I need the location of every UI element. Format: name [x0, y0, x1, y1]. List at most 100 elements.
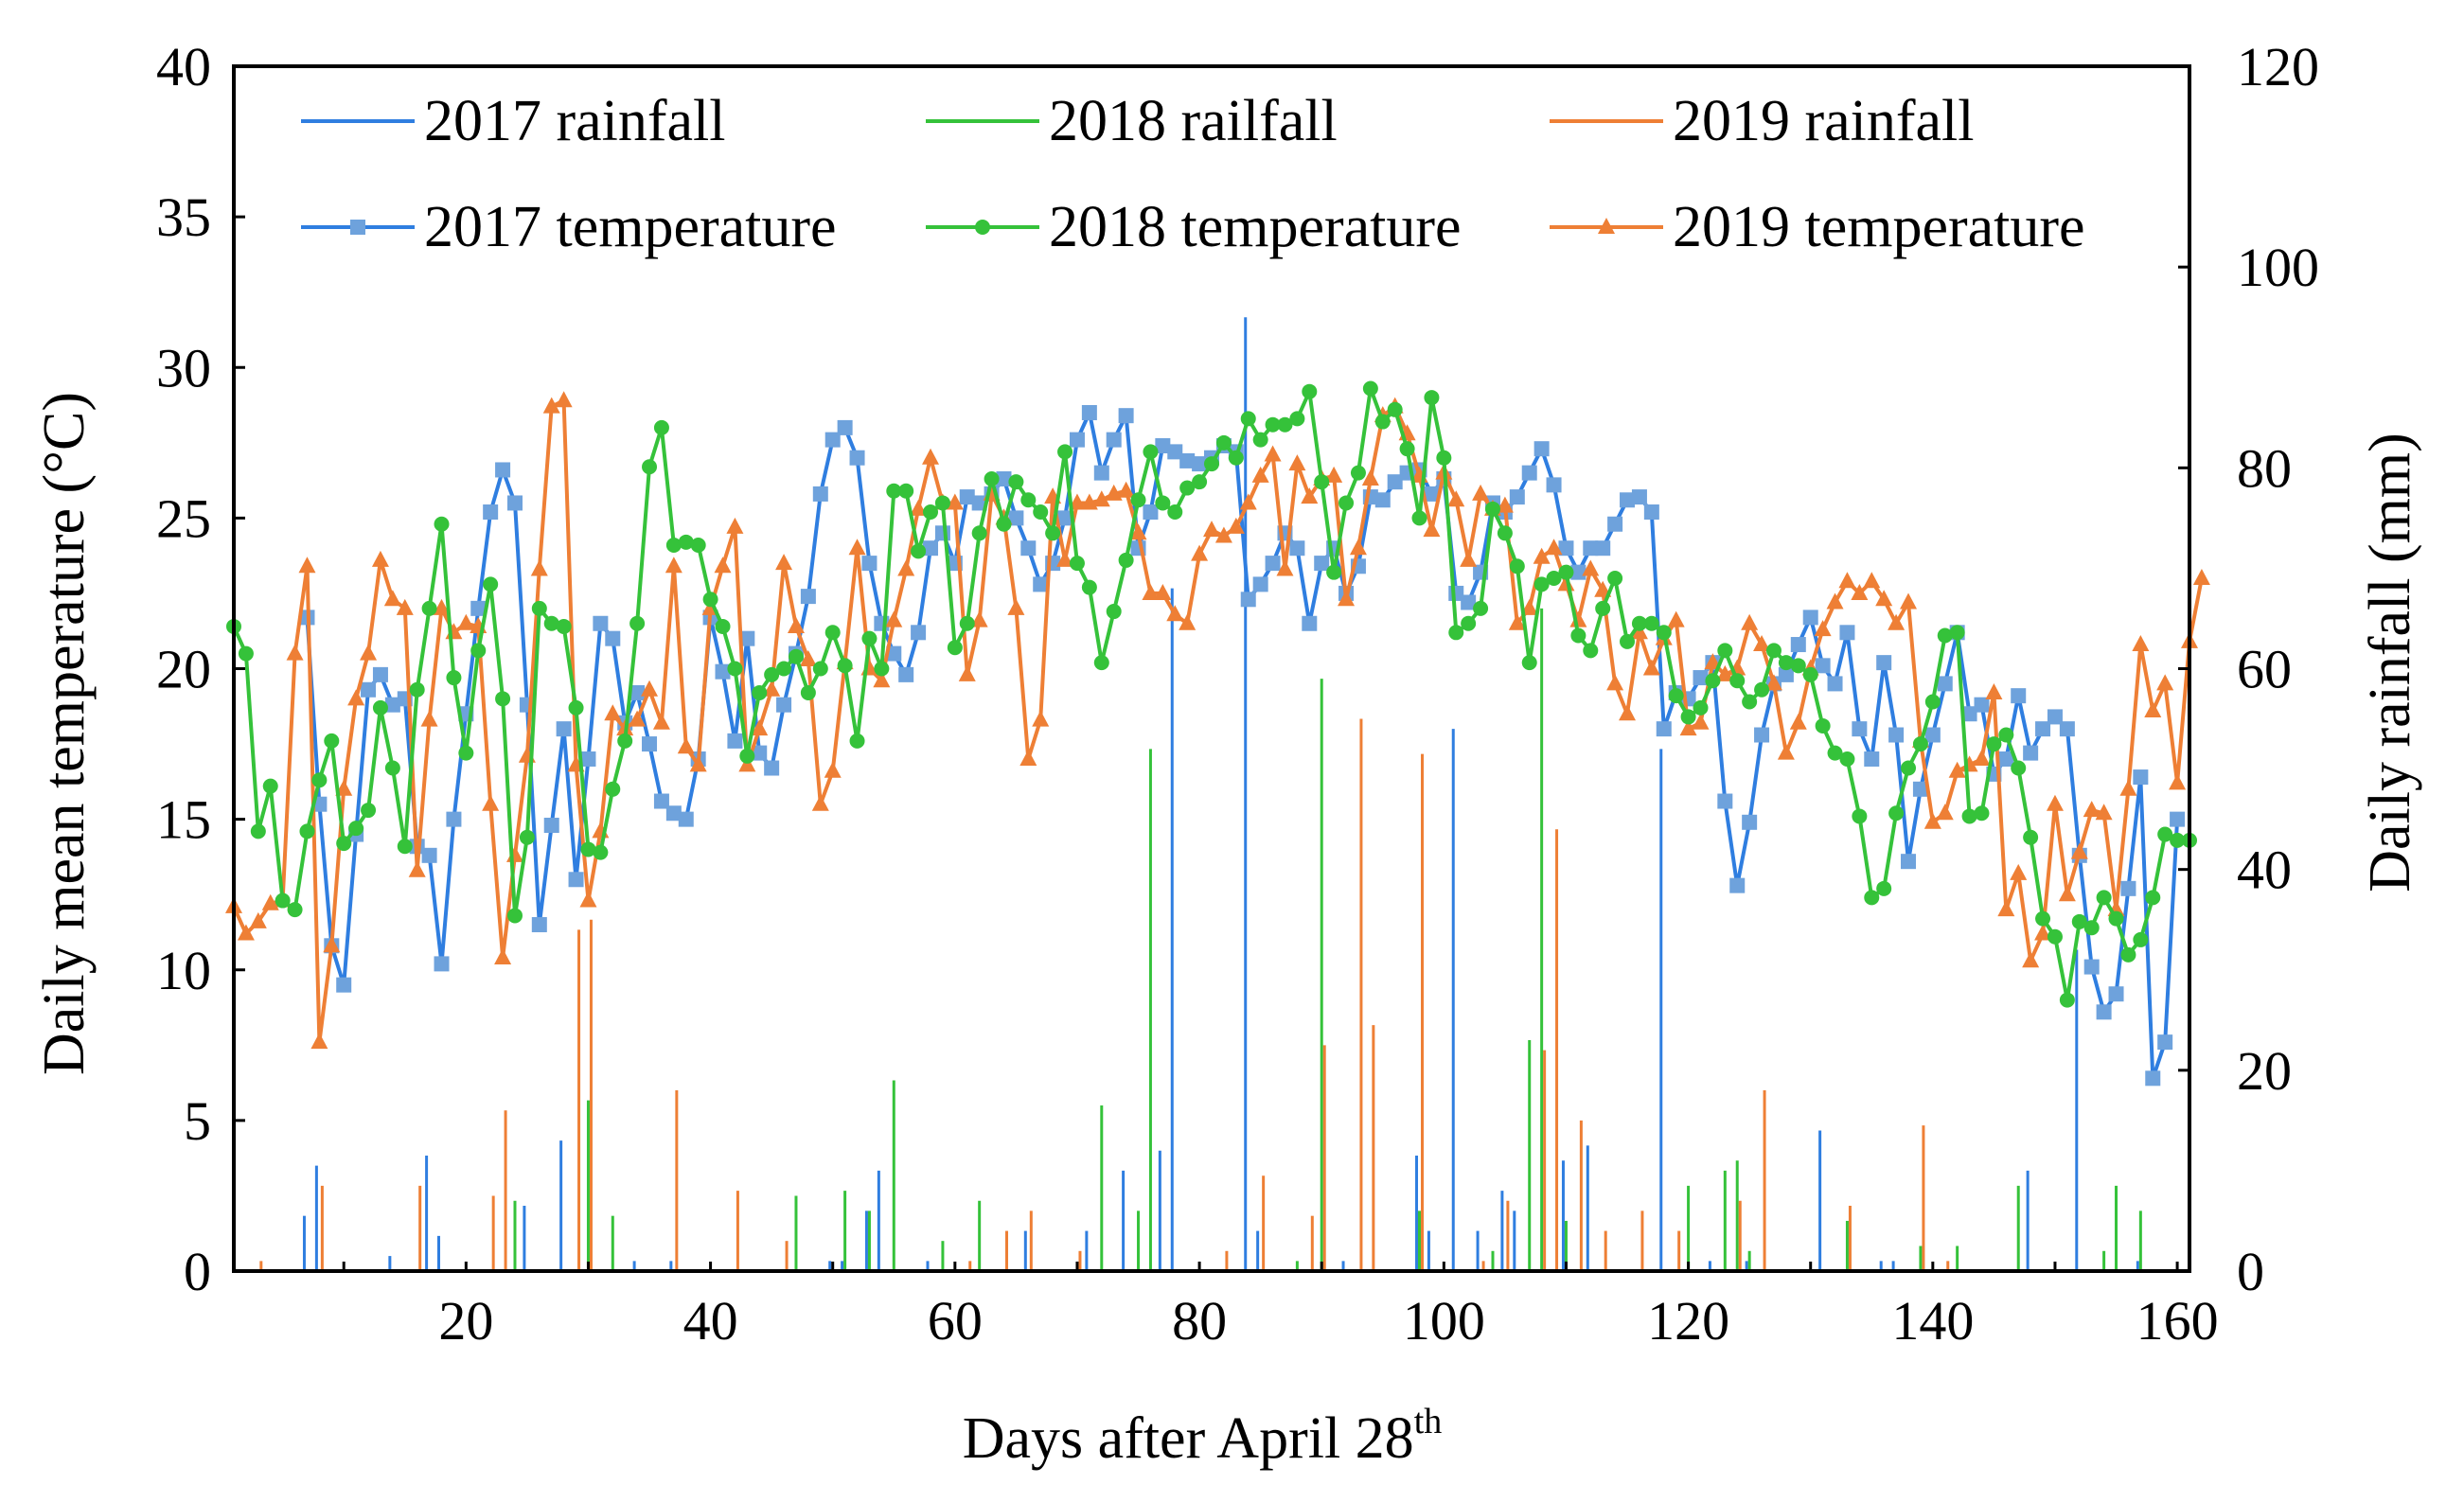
temperature-point-2017-78	[1252, 576, 1268, 592]
temperature-point-2017-28	[642, 736, 658, 752]
temperature-point-2019-79	[1191, 544, 1209, 561]
left-y-tick-label-40: 40	[156, 36, 211, 97]
x-axis: 20 40 60 80 100 120 140 160	[342, 1262, 2219, 1352]
temperature-point-2018-8	[324, 733, 340, 749]
temperature-point-2018-22	[495, 691, 511, 707]
temperature-point-2019-139	[1923, 812, 1941, 829]
temperature-point-2017-12	[446, 811, 462, 827]
temperature-point-2019-29	[579, 891, 597, 908]
temperature-point-2017-149	[2120, 880, 2136, 896]
temperature-point-2018-130	[1815, 717, 1831, 733]
temperature-point-2017-118	[1742, 814, 1758, 830]
temperature-point-2019-133	[1851, 583, 1869, 600]
temperature-point-2018-112	[1595, 600, 1611, 616]
temperature-point-2019-13	[383, 590, 401, 607]
temperature-point-2017-70	[1155, 437, 1171, 453]
temperature-point-2018-13	[384, 760, 400, 776]
temperature-point-2019-40	[714, 557, 732, 574]
temperature-point-2018-47	[800, 684, 816, 700]
temperature-point-2018-81	[1215, 434, 1232, 451]
temperature-point-2018-89	[1314, 474, 1330, 490]
temperature-point-2017-29	[653, 793, 669, 809]
temperature-point-2018-125	[1754, 681, 1770, 698]
temperature-point-2019-102	[1472, 484, 1490, 501]
temperature-point-2017-111	[1656, 721, 1672, 737]
temperature-point-2019-105	[1508, 613, 1526, 630]
temperature-point-2018-32	[617, 733, 633, 749]
temperature-point-2017-14	[470, 600, 487, 616]
temperature-point-2017-55	[971, 495, 987, 511]
temperature-point-2018-103	[1484, 501, 1500, 517]
temperature-point-2018-113	[1607, 571, 1623, 587]
temperature-point-2019-144	[1985, 682, 2003, 699]
temperature-point-2018-65	[1020, 492, 1037, 508]
temperature-point-2018-38	[690, 538, 706, 554]
temperature-point-2017-49	[898, 666, 914, 682]
temperature-point-2019-143	[1973, 749, 1991, 766]
temperature-point-2018-135	[1876, 880, 1892, 896]
temperature-point-2017-35	[727, 733, 743, 749]
temperature-point-2018-76	[1155, 495, 1171, 511]
temperature-point-2018-7	[311, 772, 328, 788]
temperature-point-2018-138	[1912, 736, 1928, 752]
temperature-point-2018-56	[911, 543, 927, 559]
temperature-point-2017-133	[1924, 727, 1941, 743]
temperature-point-2018-88	[1302, 383, 1318, 399]
temperature-point-2019-158	[2156, 674, 2174, 691]
temperature-point-2019-54	[885, 610, 903, 627]
temperature-point-2018-136	[1888, 805, 1905, 822]
temperature-point-2019-126	[1764, 674, 1782, 691]
temperature-point-2017-71	[1167, 444, 1183, 460]
temperature-point-2017-41	[800, 589, 816, 605]
temperature-point-2019-12	[371, 550, 389, 567]
temperature-point-2019-14	[396, 598, 414, 615]
legend-2017-temperature-marker	[350, 220, 365, 235]
temperature-point-2017-15	[483, 504, 499, 521]
temperature-point-2019-49	[824, 761, 842, 778]
temperature-point-2018-84	[1252, 432, 1268, 448]
temperature-point-2018-100	[1448, 625, 1464, 641]
temperature-point-2017-82	[1302, 615, 1318, 631]
temperature-point-2018-83	[1240, 411, 1256, 427]
temperature-point-2018-57	[923, 504, 939, 521]
temperature-point-2019-45	[775, 554, 793, 571]
temperature-point-2017-89	[1387, 474, 1403, 490]
temperature-point-2017-6	[372, 666, 388, 682]
temperature-point-2019-71	[1092, 490, 1110, 507]
temperature-point-2017-146	[2083, 959, 2100, 975]
temperature-point-2017-119	[1754, 727, 1770, 743]
temperature-point-2018-118	[1668, 688, 1684, 704]
temperature-point-2019-122	[1716, 664, 1734, 681]
temperature-point-2017-134	[1937, 676, 1953, 692]
left-y-tick-label-20: 20	[156, 639, 211, 700]
temperature-point-2017-72	[1179, 452, 1196, 468]
temperature-point-2017-45	[849, 450, 865, 466]
temperature-point-2018-132	[1839, 751, 1855, 767]
temperature-point-2017-60	[1033, 576, 1049, 592]
temperature-point-2019-56	[910, 499, 928, 516]
temperature-point-2018-154	[2108, 910, 2124, 927]
legend-2019-rainfall-label: 2019 rainfall	[1673, 89, 1975, 153]
temperature-point-2018-85	[1265, 416, 1281, 433]
temperature-point-2018-140	[1937, 627, 1953, 644]
right-y-tick-label-0: 0	[2237, 1241, 2264, 1302]
temperature-point-2018-33	[629, 615, 646, 631]
temperature-point-2018-10	[348, 821, 364, 837]
temperature-point-2018-21	[483, 576, 499, 592]
temperature-point-2018-98	[1424, 390, 1440, 406]
temperature-point-2018-37	[678, 534, 694, 550]
temperature-point-2017-139	[1998, 751, 2014, 767]
temperature-point-2019-5	[286, 644, 304, 661]
temperature-point-2017-51	[923, 540, 939, 557]
temperature-point-2019-136	[1888, 613, 1906, 630]
temperature-point-2017-136	[1961, 706, 1977, 722]
temperature-point-2018-126	[1765, 643, 1782, 659]
x-tick-label-20: 20	[438, 1290, 493, 1352]
temperature-point-2017-39	[776, 697, 792, 713]
left-y-axis: 0 5 10 15 20 25 30 35 40	[156, 36, 245, 1302]
temperature-point-2018-104	[1497, 525, 1513, 541]
temperature-point-2018-133	[1852, 808, 1868, 824]
temperature-point-2018-59	[947, 640, 963, 656]
temperature-point-2018-151	[2071, 913, 2087, 929]
temperature-point-2019-76	[1154, 583, 1172, 600]
